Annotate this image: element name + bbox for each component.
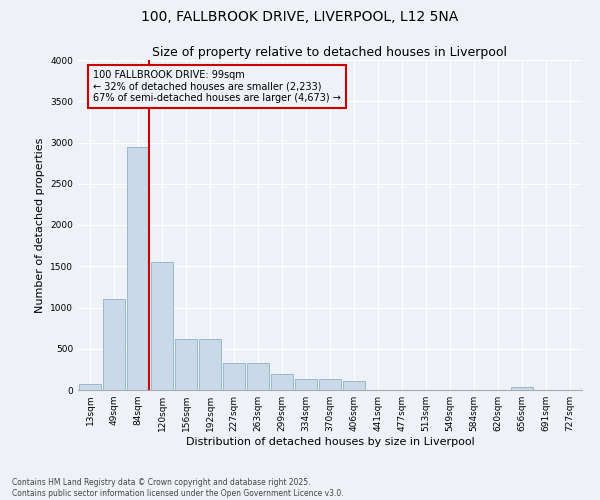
Bar [103, 299, 125, 390]
Bar [343, 381, 365, 390]
Bar [271, 374, 293, 390]
Text: Contains HM Land Registry data © Crown copyright and database right 2025.
Contai: Contains HM Land Registry data © Crown c… [12, 478, 344, 498]
Bar [175, 339, 197, 390]
Bar [295, 380, 317, 390]
Bar [127, 146, 149, 390]
Text: 100 FALLBROOK DRIVE: 99sqm
← 32% of detached houses are smaller (2,233)
67% of s: 100 FALLBROOK DRIVE: 99sqm ← 32% of deta… [93, 70, 341, 103]
Title: Size of property relative to detached houses in Liverpool: Size of property relative to detached ho… [152, 46, 508, 59]
Bar [247, 363, 269, 390]
Bar [319, 380, 341, 390]
Bar [511, 386, 533, 390]
Bar [79, 384, 101, 390]
Text: 100, FALLBROOK DRIVE, LIVERPOOL, L12 5NA: 100, FALLBROOK DRIVE, LIVERPOOL, L12 5NA [142, 10, 458, 24]
Bar [151, 262, 173, 390]
Bar [223, 363, 245, 390]
Y-axis label: Number of detached properties: Number of detached properties [35, 138, 44, 312]
X-axis label: Distribution of detached houses by size in Liverpool: Distribution of detached houses by size … [185, 437, 475, 447]
Bar [199, 339, 221, 390]
